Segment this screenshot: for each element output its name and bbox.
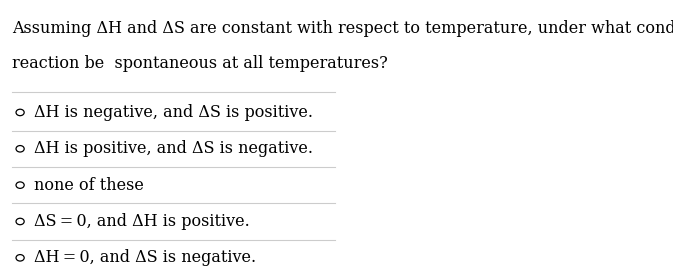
Text: none of these: none of these	[34, 177, 143, 194]
Text: ΔH is negative, and ΔS is positive.: ΔH is negative, and ΔS is positive.	[34, 104, 313, 121]
Text: ΔH is positive, and ΔS is negative.: ΔH is positive, and ΔS is negative.	[34, 140, 313, 157]
Text: ΔH = 0, and ΔS is negative.: ΔH = 0, and ΔS is negative.	[34, 249, 256, 266]
Text: ΔS = 0, and ΔH is positive.: ΔS = 0, and ΔH is positive.	[34, 213, 250, 230]
Text: Assuming ΔH and ΔS are constant with respect to temperature, under what conditio: Assuming ΔH and ΔS are constant with res…	[11, 20, 673, 37]
Text: reaction be  spontaneous at all temperatures?: reaction be spontaneous at all temperatu…	[11, 55, 388, 72]
